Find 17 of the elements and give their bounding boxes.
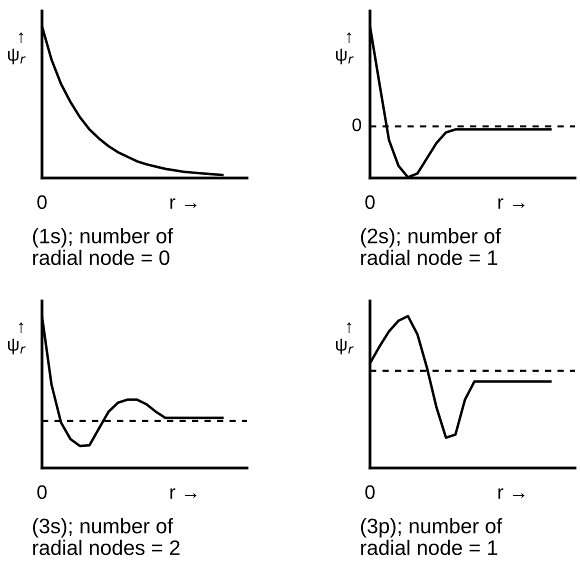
text: (3s); number of radial nodes = 2 [33, 518, 180, 556]
text: 0 [37, 485, 47, 499]
text: 0 [365, 195, 375, 209]
text: (1s); number of radial node = 0 [33, 228, 174, 266]
ref-line-label: 0 [352, 118, 362, 132]
y-axis-title: ↑ ψ$_{r}$ [336, 32, 354, 64]
text: 0 [37, 195, 47, 209]
x-axis-title: r → [498, 198, 524, 209]
x-axis-title: r → [498, 488, 524, 499]
y-axis-title: ↑ ψ$_{r}$ [8, 32, 26, 64]
text: (2s); number of radial node = 1 [361, 228, 502, 266]
x-axis-title: r → [170, 198, 196, 209]
y-axis-title: ↑ ψ$_{r}$ [8, 322, 26, 354]
y-axis-title: ↑ ψ$_{r}$ [336, 322, 354, 354]
text: 0 [365, 485, 375, 499]
x-axis-title: r → [170, 488, 196, 499]
text: (3p); number of radial node = 1 [361, 518, 502, 556]
